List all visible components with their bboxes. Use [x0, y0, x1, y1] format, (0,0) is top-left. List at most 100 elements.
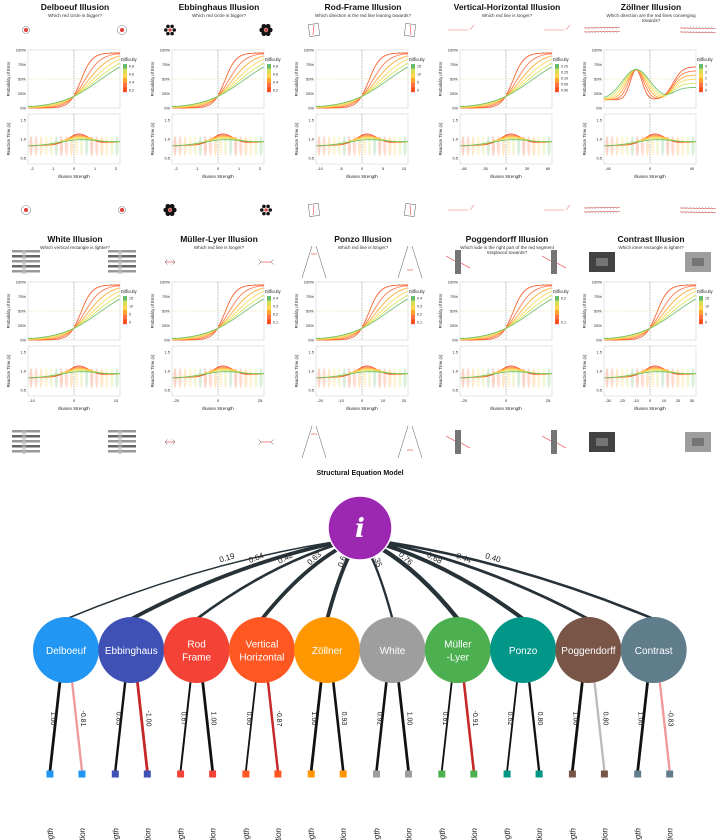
muller-fin: [164, 259, 168, 263]
flower-petal: [266, 204, 270, 209]
y-tick-label: 0.5: [452, 388, 458, 393]
flower-petal: [261, 23, 267, 29]
y-axis-label: Reaction Time (s): [294, 122, 299, 155]
rt-distribution: [259, 136, 263, 156]
rt-distribution: [59, 136, 63, 156]
rt-distribution: [49, 136, 53, 156]
legend-swatch: [123, 305, 127, 311]
zollner-hatch: [602, 206, 606, 210]
legend-swatch: [411, 64, 415, 69]
factor-label: Ponzo: [509, 646, 538, 657]
y-tick-label: 1.5: [596, 350, 602, 355]
strength-indicator: [242, 770, 250, 778]
zollner-hatch: [599, 210, 603, 214]
zollner-hatch: [695, 26, 699, 30]
factor-node: [228, 617, 295, 683]
legend-tick: 0.3: [273, 305, 278, 309]
panel-title: Poggendorff Illusion: [465, 234, 549, 244]
rt-distribution: [367, 136, 372, 156]
zollner-hatch: [689, 26, 693, 30]
rt-distribution: [213, 368, 218, 388]
rt-distribution: [373, 368, 377, 388]
y-tick-label: 25%: [306, 323, 314, 328]
rt-distribution: [537, 368, 541, 388]
rt-distribution: [229, 136, 233, 156]
y-tick-label: 25%: [450, 91, 458, 96]
muller-fin: [172, 261, 176, 265]
zollner-hatch: [704, 206, 708, 210]
strength-loading-label: 0.92: [376, 712, 383, 726]
x-tick-label: -20: [619, 398, 626, 403]
flower-petal: [164, 28, 168, 32]
legend-swatch: [411, 296, 415, 301]
white-target: [118, 250, 122, 274]
interaction-loading-label: 1.00: [210, 712, 217, 726]
zollner-hatch: [602, 26, 606, 30]
legend-tick: 0.8: [273, 65, 278, 69]
y-tick-label: 0%: [452, 338, 458, 343]
legend-tick: 0.2: [273, 313, 278, 317]
zollner-hatch: [707, 206, 711, 210]
circle-stimulus: [168, 28, 172, 32]
interaction-loading-label: 0.93: [340, 712, 347, 726]
legend-swatch: [123, 87, 127, 93]
y-tick-label: 50%: [594, 309, 602, 314]
zollner-hatch: [599, 30, 603, 34]
legend-tick: 0.20: [561, 65, 568, 69]
x-tick-label: -30: [605, 398, 612, 403]
panel-question: Which red line is longer?: [337, 245, 389, 250]
y-tick-label: 0%: [596, 338, 602, 343]
interaction-indicator: [535, 770, 543, 778]
rt-distribution: [666, 136, 670, 156]
strength-loading-label: 0.67: [180, 712, 187, 726]
x-axis-label: Illusion Strength: [634, 406, 666, 411]
legend-swatch: [555, 64, 559, 69]
rt-distribution: [388, 368, 392, 388]
rt-distribution: [100, 368, 104, 388]
zollner-hatch: [596, 26, 600, 30]
zollner-hatch: [614, 206, 618, 210]
legend-swatch: [267, 305, 271, 311]
zollner-hatch: [683, 206, 687, 210]
rt-distribution: [650, 136, 655, 156]
strength-loading-label: 1.00: [49, 712, 56, 726]
interaction-loading-label: -1.00: [144, 711, 151, 727]
rt-distribution: [517, 136, 521, 156]
rt-distribution: [481, 368, 485, 388]
rt-distribution: [69, 368, 74, 388]
zollner-hatch: [698, 26, 702, 30]
stimulus-pair: [445, 430, 567, 454]
factor-label: Frame: [182, 653, 211, 664]
interaction-edge: [70, 680, 84, 772]
interaction-indicator: [470, 770, 478, 778]
legend-tick: 0.1: [561, 321, 566, 325]
x-tick-label: 1: [94, 166, 97, 171]
rt-distribution: [676, 136, 680, 156]
flower-petal: [169, 211, 175, 217]
zollner-hatch: [608, 210, 612, 214]
circle-stimulus: [264, 208, 268, 212]
zollner-hatch: [590, 26, 594, 30]
rt-distribution: [39, 136, 43, 156]
x-tick-label: 60: [546, 166, 551, 171]
rt-distribution: [234, 136, 238, 156]
factor-label: Delboeuf: [46, 646, 86, 657]
zollner-line: [679, 207, 717, 209]
y-tick-label: 75%: [162, 62, 170, 67]
x-axis-label: Illusion Strength: [202, 406, 234, 411]
panel-plots: 100% 75% 50% 25% 0% Probability of Error Diffi…: [150, 23, 282, 217]
zollner-hatch: [701, 210, 705, 214]
zollner-hatch: [707, 30, 711, 34]
rt-distribution: [661, 368, 665, 388]
strength-loading-label: 1.00: [571, 712, 578, 726]
y-axis-label: Probability of Error: [150, 61, 155, 96]
x-tick-label: -10: [338, 398, 345, 403]
legend-swatch: [699, 296, 703, 301]
legend-tick: 10: [705, 305, 709, 309]
panel-question: Which inner rectangle is lighter?: [618, 245, 684, 250]
y-tick-label: 50%: [594, 77, 602, 82]
strength-loading-label: 1.00: [637, 712, 644, 726]
rt-curve: [459, 139, 552, 147]
poggendorff-line: [541, 255, 552, 262]
legend-tick: 3: [705, 71, 707, 75]
